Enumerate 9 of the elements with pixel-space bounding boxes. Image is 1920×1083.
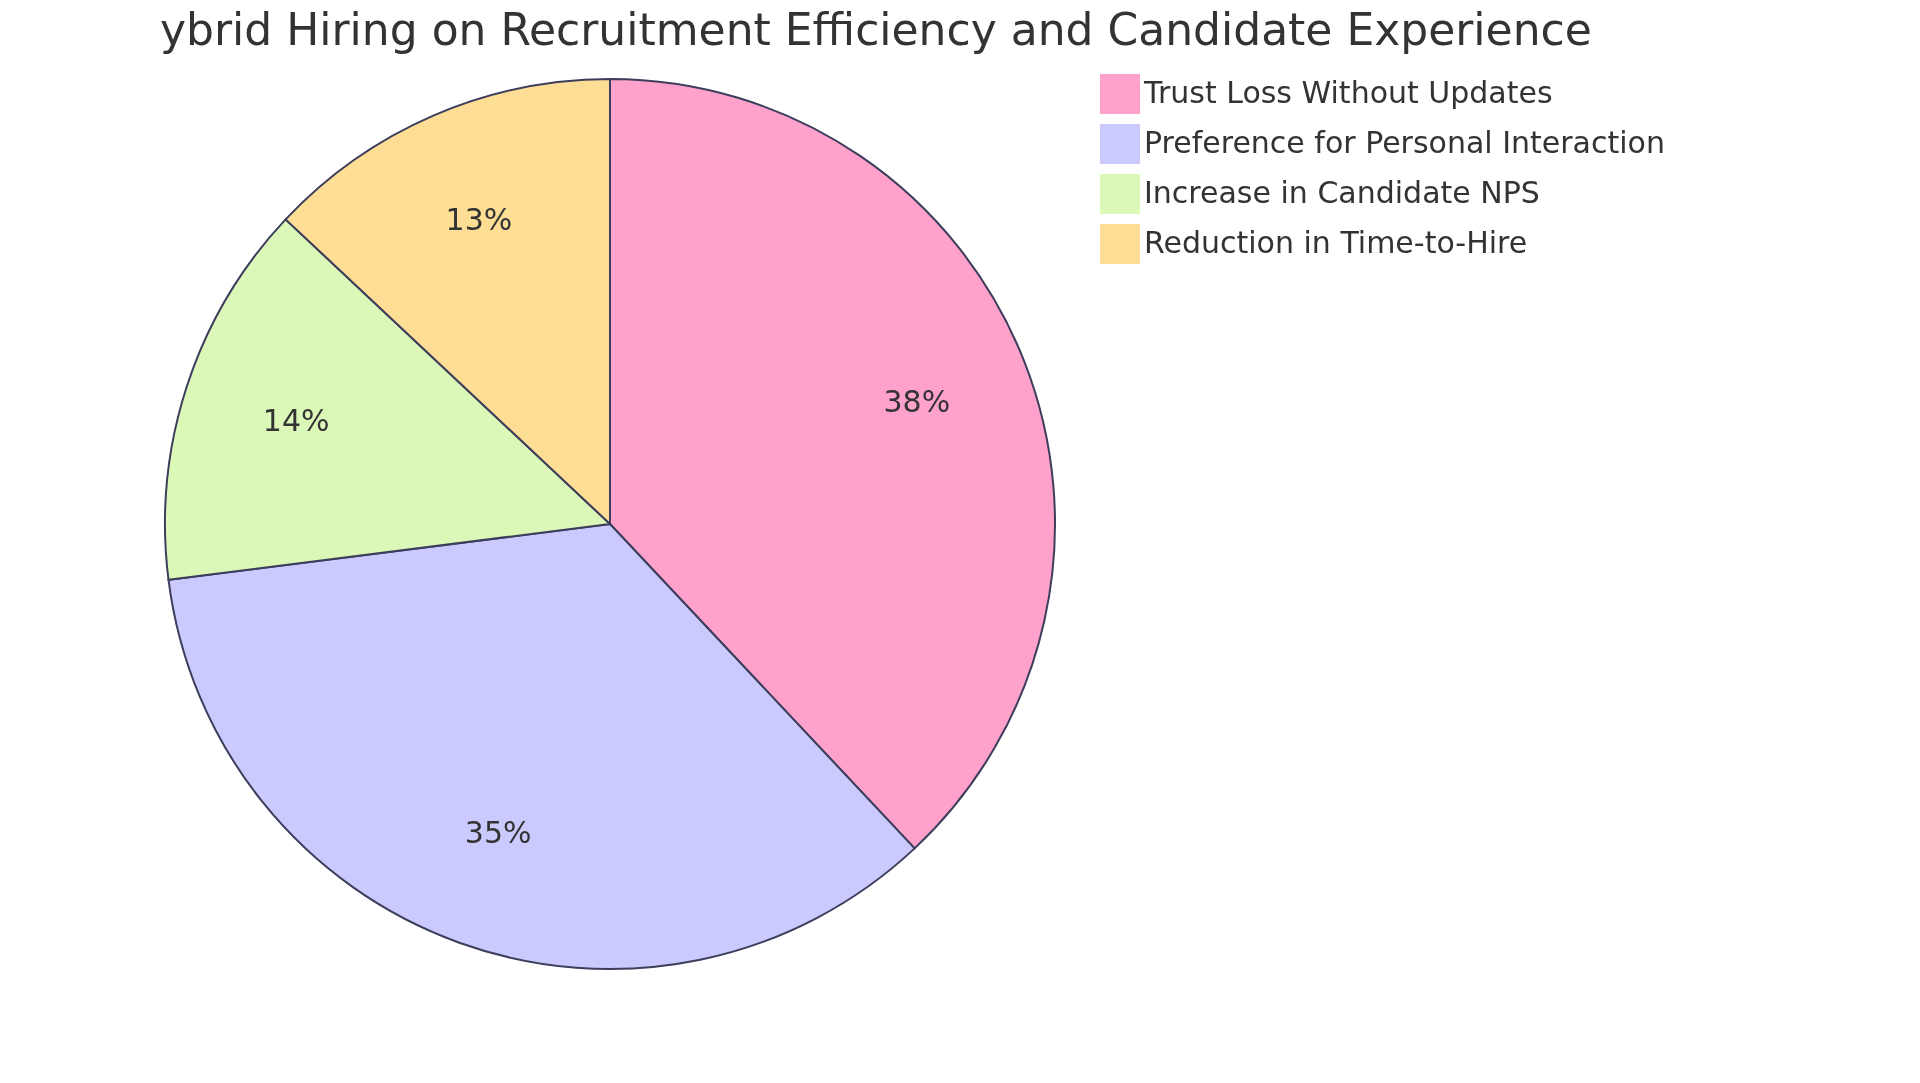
chart-title: ybrid Hiring on Recruitment Efficiency and Candidate Experience	[160, 4, 1592, 55]
legend-label: Increase in Candidate NPS	[1144, 175, 1540, 210]
data-label: 35%	[464, 815, 532, 851]
legend-label: Reduction in Time-to-Hire	[1144, 225, 1528, 260]
data-label: 38%	[883, 383, 951, 419]
legend-label: Trust Loss Without Updates	[1143, 75, 1553, 110]
data-label: 14%	[262, 403, 330, 439]
data-label: 13%	[445, 202, 513, 238]
legend-label: Preference for Personal Interaction	[1144, 125, 1665, 160]
